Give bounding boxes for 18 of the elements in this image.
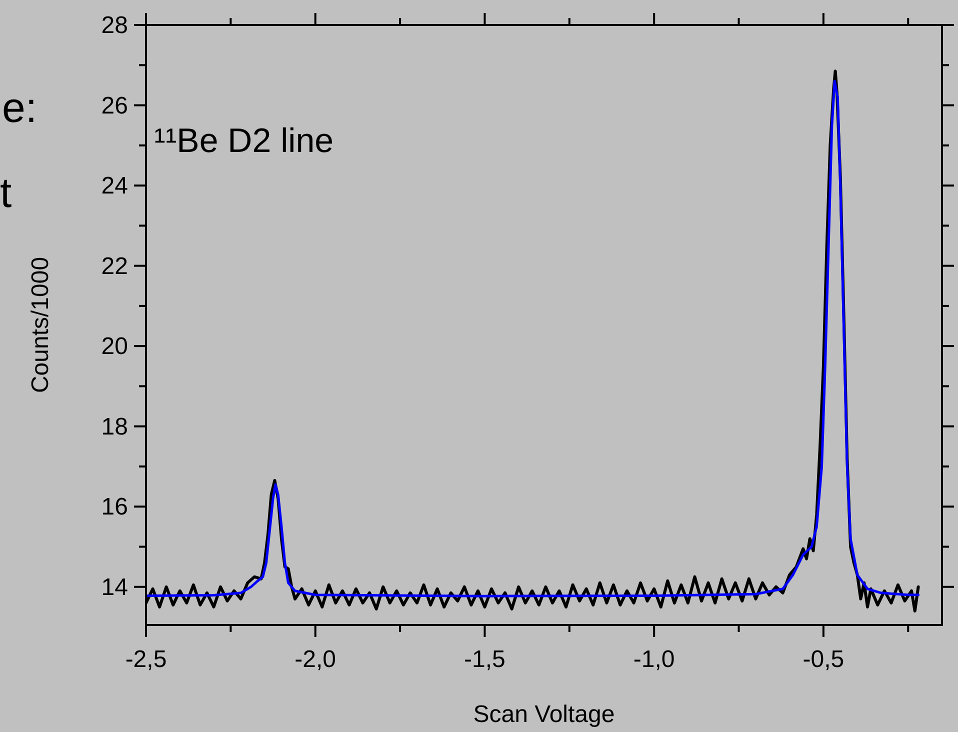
y-tick-label: 20 [101, 333, 128, 360]
y-tick-label: 14 [101, 574, 128, 601]
y-tick-label: 26 [101, 92, 128, 120]
y-tick-label: 24 [101, 172, 128, 200]
x-axis-title: Scan Voltage [473, 701, 615, 728]
x-tick-label: -2,5 [125, 646, 167, 673]
y-tick-label: 22 [101, 252, 128, 280]
annotation: ¹¹Be D2 line [154, 122, 334, 160]
text: t [0, 169, 12, 216]
x-tick-label: -0,5 [802, 646, 844, 673]
x-tick-label: -1,0 [633, 646, 675, 673]
x-tick-label: -1,5 [464, 646, 506, 673]
y-tick-label: 18 [101, 413, 128, 440]
text: e: [2, 84, 38, 131]
x-tick-label: -2,0 [294, 646, 336, 673]
y-axis-title: Counts/1000 [27, 256, 54, 394]
y-tick-label: 16 [101, 494, 128, 521]
y-tick-label: 28 [101, 12, 128, 39]
